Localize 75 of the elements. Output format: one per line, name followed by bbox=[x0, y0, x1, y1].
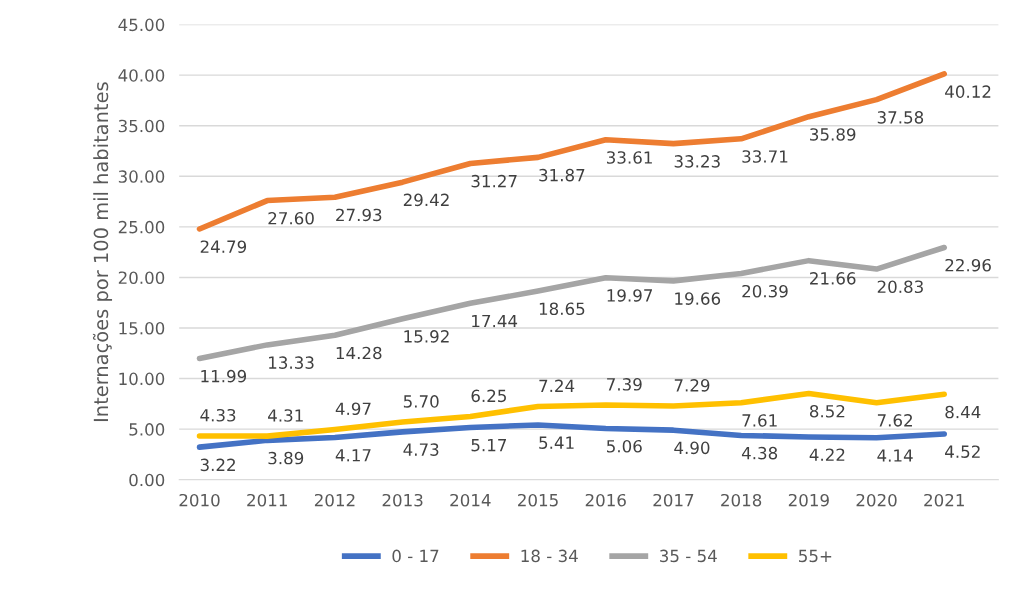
y-tick-label: 45.00 bbox=[118, 18, 165, 32]
data-label: 5.17 bbox=[471, 439, 507, 452]
data-label: 18.65 bbox=[539, 302, 585, 316]
x-tick-label: 2020 bbox=[856, 493, 897, 507]
x-tick-label: 2016 bbox=[585, 493, 626, 507]
data-label: 4.22 bbox=[809, 448, 845, 461]
data-label: 19.97 bbox=[607, 289, 653, 302]
data-label: 15.92 bbox=[404, 330, 449, 343]
data-label: 21.66 bbox=[810, 272, 856, 285]
data-label: 31.87 bbox=[539, 168, 585, 182]
data-label: 7.61 bbox=[742, 414, 777, 427]
legend-label: 0 - 17 bbox=[392, 549, 439, 563]
y-tick-label: 25.00 bbox=[118, 220, 165, 234]
legend-label: 55+ bbox=[799, 549, 832, 563]
data-label: 5.06 bbox=[607, 439, 642, 453]
y-tick-label: 40.00 bbox=[118, 69, 165, 82]
data-label: 20.83 bbox=[877, 280, 923, 294]
data-label: 5.70 bbox=[403, 395, 439, 408]
data-label: 7.39 bbox=[607, 378, 642, 391]
data-label: 20.39 bbox=[742, 284, 788, 298]
data-label: 4.73 bbox=[403, 443, 439, 456]
x-tick-label: 2015 bbox=[518, 493, 558, 507]
data-label: 3.89 bbox=[268, 451, 304, 465]
data-label: 35.89 bbox=[810, 128, 856, 141]
data-label: 27.60 bbox=[268, 211, 314, 225]
data-label: 6.25 bbox=[471, 389, 506, 403]
data-label: 4.52 bbox=[945, 445, 980, 458]
data-label: 5.41 bbox=[539, 436, 574, 449]
data-label: 33.23 bbox=[674, 155, 720, 168]
x-tick-label: 2012 bbox=[314, 493, 355, 507]
data-label: 40.12 bbox=[945, 85, 991, 98]
x-tick-label: 2021 bbox=[924, 493, 964, 507]
x-tick-label: 2018 bbox=[721, 493, 762, 507]
data-label: 22.96 bbox=[945, 258, 991, 272]
y-tick-label: 15.00 bbox=[119, 321, 165, 335]
data-label: 4.97 bbox=[335, 402, 371, 416]
y-tick-label: 30.00 bbox=[118, 170, 165, 183]
data-label: 4.33 bbox=[200, 408, 236, 422]
data-label: 7.24 bbox=[539, 379, 575, 392]
data-label: 4.31 bbox=[268, 409, 303, 422]
y-axis-title: Internações por 100 mil habitantes bbox=[92, 82, 113, 422]
data-label: 4.14 bbox=[877, 449, 913, 462]
x-tick-label: 2010 bbox=[179, 493, 220, 507]
y-tick-label: 5.00 bbox=[129, 423, 165, 436]
data-label: 7.62 bbox=[877, 414, 912, 427]
data-label: 31.27 bbox=[471, 174, 517, 188]
data-label: 27.93 bbox=[336, 208, 382, 222]
x-tick-label: 2019 bbox=[788, 493, 829, 507]
data-label: 4.17 bbox=[335, 449, 371, 462]
data-label: 14.28 bbox=[336, 346, 382, 360]
data-label: 8.44 bbox=[945, 405, 981, 419]
y-tick-label: 20.00 bbox=[118, 271, 165, 284]
data-label: 4.90 bbox=[674, 441, 710, 455]
data-label: 4.38 bbox=[741, 446, 778, 460]
data-label: 17.44 bbox=[472, 314, 518, 328]
data-label: 8.52 bbox=[809, 404, 845, 418]
y-tick-label: 0.00 bbox=[129, 473, 165, 487]
legend-label: 35 - 54 bbox=[660, 549, 717, 563]
y-tick-label: 10.00 bbox=[119, 372, 165, 386]
legend-label: 18 - 34 bbox=[521, 549, 578, 563]
x-tick-label: 2014 bbox=[450, 493, 491, 507]
data-label: 13.33 bbox=[269, 356, 314, 369]
data-label: 33.71 bbox=[742, 150, 788, 163]
data-label: 37.58 bbox=[877, 111, 924, 124]
x-tick-label: 2013 bbox=[382, 493, 423, 507]
data-label: 29.42 bbox=[403, 193, 449, 207]
data-label: 3.22 bbox=[200, 458, 235, 472]
x-tick-label: 2011 bbox=[247, 493, 287, 507]
data-label: 19.66 bbox=[675, 292, 721, 305]
data-label: 33.61 bbox=[607, 151, 652, 164]
y-tick-label: 35.00 bbox=[118, 119, 165, 133]
data-label: 7.29 bbox=[674, 379, 710, 392]
data-label: 24.79 bbox=[200, 240, 247, 253]
x-tick-label: 2017 bbox=[653, 493, 694, 507]
data-label: 11.99 bbox=[201, 369, 247, 383]
